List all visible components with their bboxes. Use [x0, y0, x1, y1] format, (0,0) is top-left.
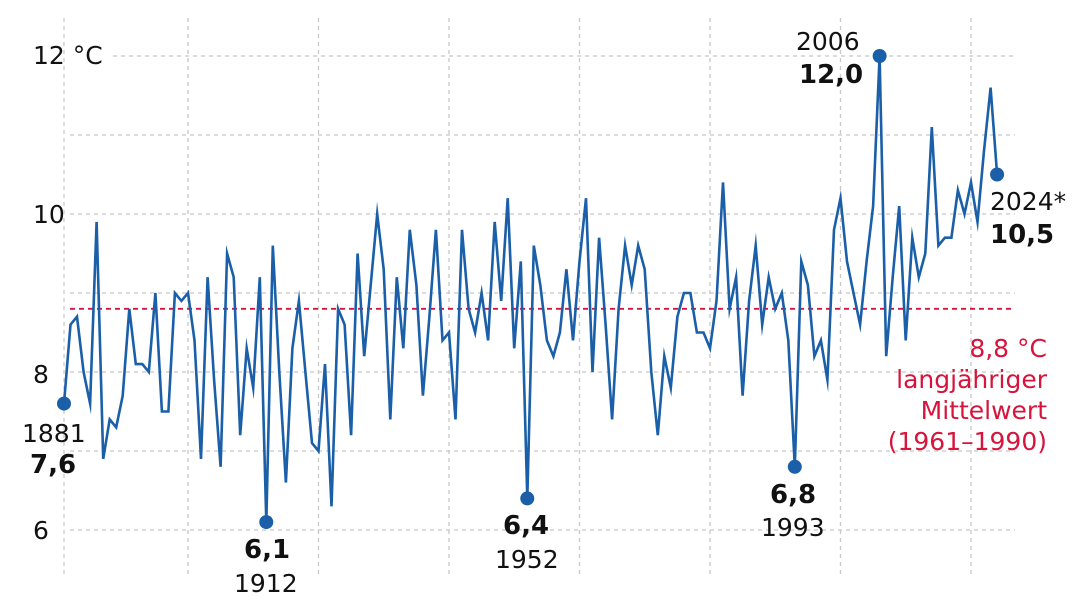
annotation-1881-year: 1881 [22, 419, 86, 448]
annotation-1952-value: 6,4 [503, 511, 550, 541]
temperature-polyline [62, 55, 999, 523]
mean-label-line-1: langjähriger [896, 365, 1047, 394]
annotation-2006-year: 2006 [796, 27, 860, 56]
annotation-1993-value: 6,8 [770, 480, 817, 510]
annotation-1993-year: 1993 [761, 513, 825, 542]
y-tick-label-10: 10 [33, 200, 65, 229]
marker-dot-1993 [787, 459, 802, 474]
marker-dot-1912 [259, 515, 274, 530]
marker-dot-1881 [57, 396, 71, 411]
marker-dot-2024 [990, 167, 1005, 182]
temperature-series-line [62, 55, 999, 523]
annotation-2024-year: 2024* [990, 187, 1067, 216]
annotation-1912-year: 1912 [234, 569, 298, 598]
annotation-1912-value: 6,1 [244, 535, 291, 565]
mean-label-line-2: Mittelwert [920, 396, 1047, 425]
marker-dot-1952 [520, 491, 535, 506]
annotation-1952-year: 1952 [495, 545, 559, 574]
mean-value-label: 8,8 °C [969, 334, 1047, 363]
mean-reference-label: 8,8 °C langjähriger Mittelwert (1961–199… [888, 333, 1047, 457]
y-tick-label-8: 8 [33, 360, 49, 389]
annotation-2024-value: 10,5 [990, 220, 1055, 250]
mean-label-line-3: (1961–1990) [887, 427, 1047, 456]
marker-dot-2006 [872, 49, 887, 63]
annotation-markers [57, 49, 1005, 530]
annotation-2006-value: 12,0 [799, 60, 864, 90]
annotation-1881-value: 7,6 [30, 450, 77, 480]
y-tick-label-6: 6 [33, 516, 49, 545]
y-tick-label-12: 12 °C [33, 41, 103, 70]
